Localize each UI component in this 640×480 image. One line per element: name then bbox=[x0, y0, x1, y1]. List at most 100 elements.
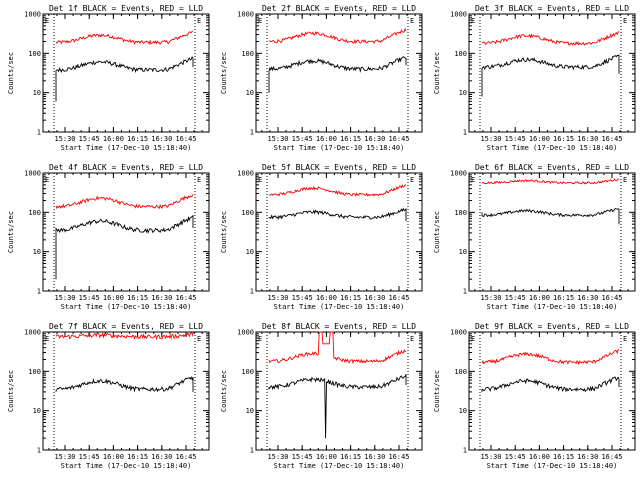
x-tick-label: 16:15 bbox=[553, 294, 574, 302]
plot-frame bbox=[42, 331, 210, 451]
x-tick-label: 15:30 bbox=[54, 135, 75, 143]
chart-panel-3: Det 3f BLACK = Events, RED = LLD 1 10 100 10… bbox=[433, 4, 636, 152]
x-tick-label: 16:30 bbox=[577, 294, 598, 302]
plot-frame bbox=[42, 13, 210, 133]
red-lld-series bbox=[55, 194, 194, 210]
event-marker: E bbox=[197, 176, 201, 184]
y-tick-label: 1000 bbox=[450, 170, 467, 178]
x-tick-label: 16:00 bbox=[316, 453, 337, 461]
x-tick-label: 15:45 bbox=[505, 453, 526, 461]
y-axis-label: Counts/sec bbox=[433, 211, 441, 253]
x-tick-label: 16:45 bbox=[601, 294, 622, 302]
x-tick-label: 16:15 bbox=[553, 135, 574, 143]
panel-title: Det 5f BLACK = Events, RED = LLD bbox=[262, 163, 416, 172]
y-axis-label: Counts/sec bbox=[7, 52, 15, 94]
x-tick-label: 15:30 bbox=[267, 135, 288, 143]
x-tick-label: 16:15 bbox=[340, 294, 361, 302]
x-tick-label: 16:00 bbox=[103, 453, 124, 461]
x-tick-label: 15:30 bbox=[54, 453, 75, 461]
panel-title: Det 3f BLACK = Events, RED = LLD bbox=[475, 4, 629, 13]
event-marker: E bbox=[45, 176, 49, 184]
panel-title: Det 6f BLACK = Events, RED = LLD bbox=[475, 163, 629, 172]
x-tick-label: 16:45 bbox=[388, 135, 409, 143]
x-tick-label: 16:45 bbox=[175, 135, 196, 143]
x-tick-label: 16:00 bbox=[103, 294, 124, 302]
x-tick-label: 16:00 bbox=[529, 135, 550, 143]
y-axis-label: Counts/sec bbox=[433, 52, 441, 94]
red-lld-series bbox=[55, 30, 194, 46]
event-marker: E bbox=[197, 17, 201, 25]
y-tick-label: 10 bbox=[459, 407, 467, 415]
red-lld-series bbox=[55, 331, 194, 341]
x-tick-label: 15:45 bbox=[505, 135, 526, 143]
y-tick-label: 10 bbox=[459, 248, 467, 256]
x-tick-label: 16:00 bbox=[529, 294, 550, 302]
plot-frame bbox=[255, 13, 423, 133]
chart-panel-9: Det 9f BLACK = Events, RED = LLD 1 10 100 10… bbox=[433, 322, 636, 470]
y-axis-label: Counts/sec bbox=[220, 52, 228, 94]
y-tick-label: 100 bbox=[241, 50, 254, 58]
x-tick-label: 15:45 bbox=[79, 453, 100, 461]
x-tick-label: 15:45 bbox=[505, 294, 526, 302]
red-lld-series bbox=[268, 27, 407, 45]
x-tick-label: 15:45 bbox=[79, 135, 100, 143]
plot-frame bbox=[468, 13, 636, 133]
y-tick-label: 1000 bbox=[450, 329, 467, 337]
panel-title: Det 4f BLACK = Events, RED = LLD bbox=[49, 163, 203, 172]
y-tick-label: 100 bbox=[28, 368, 41, 376]
x-tick-label: 15:45 bbox=[292, 294, 313, 302]
y-tick-label: 100 bbox=[28, 209, 41, 217]
x-tick-label: 16:30 bbox=[364, 453, 385, 461]
event-marker: E bbox=[45, 17, 49, 25]
event-marker: E bbox=[623, 335, 627, 343]
event-marker: E bbox=[471, 176, 475, 184]
x-tick-label: 16:45 bbox=[601, 135, 622, 143]
y-tick-label: 10 bbox=[246, 248, 254, 256]
x-tick-label: 15:30 bbox=[267, 453, 288, 461]
x-tick-label: 15:30 bbox=[267, 294, 288, 302]
plot-frame bbox=[255, 172, 423, 292]
plot-frame bbox=[468, 172, 636, 292]
x-axis-label: Start Time (17-Dec-10 15:18:40) bbox=[487, 462, 618, 470]
event-marker: E bbox=[258, 176, 262, 184]
y-tick-label: 1000 bbox=[237, 11, 254, 19]
x-tick-label: 16:15 bbox=[340, 135, 361, 143]
x-tick-label: 16:00 bbox=[316, 135, 337, 143]
y-tick-label: 100 bbox=[454, 368, 467, 376]
event-marker: E bbox=[623, 176, 627, 184]
x-axis-label: Start Time (17-Dec-10 15:18:40) bbox=[274, 462, 405, 470]
x-axis-label: Start Time (17-Dec-10 15:18:40) bbox=[487, 144, 618, 152]
y-tick-label: 10 bbox=[33, 248, 41, 256]
x-tick-label: 15:45 bbox=[292, 453, 313, 461]
y-tick-label: 1 bbox=[250, 288, 254, 296]
chart-panel-6: Det 6f BLACK = Events, RED = LLD 1 10 100 10… bbox=[433, 163, 636, 311]
event-marker: E bbox=[410, 17, 414, 25]
y-tick-label: 1 bbox=[37, 288, 41, 296]
y-axis-label: Counts/sec bbox=[7, 211, 15, 253]
x-tick-label: 16:00 bbox=[103, 135, 124, 143]
black-events-series bbox=[268, 56, 407, 93]
y-tick-label: 10 bbox=[459, 89, 467, 97]
y-tick-label: 1 bbox=[463, 447, 467, 455]
y-tick-label: 10 bbox=[33, 407, 41, 415]
y-tick-label: 10 bbox=[246, 89, 254, 97]
x-tick-label: 16:45 bbox=[601, 453, 622, 461]
x-tick-label: 16:15 bbox=[127, 135, 148, 143]
x-tick-label: 15:45 bbox=[79, 294, 100, 302]
x-tick-label: 16:45 bbox=[388, 294, 409, 302]
x-tick-label: 16:00 bbox=[316, 294, 337, 302]
panel-title: Det 7f BLACK = Events, RED = LLD bbox=[49, 322, 203, 331]
black-events-series bbox=[55, 214, 194, 280]
chart-panel-5: Det 5f BLACK = Events, RED = LLD 1 10 100 10… bbox=[220, 163, 423, 311]
black-events-series bbox=[268, 374, 407, 439]
chart-panel-8: Det 8f BLACK = Events, RED = LLD 1 10 100 10… bbox=[220, 322, 423, 470]
panel-title: Det 9f BLACK = Events, RED = LLD bbox=[475, 322, 629, 331]
y-tick-label: 1 bbox=[463, 129, 467, 137]
red-lld-series bbox=[481, 30, 620, 46]
y-tick-label: 1 bbox=[250, 129, 254, 137]
x-tick-label: 16:45 bbox=[175, 294, 196, 302]
red-lld-series bbox=[481, 178, 620, 185]
y-tick-label: 1000 bbox=[237, 329, 254, 337]
x-axis-label: Start Time (17-Dec-10 15:18:40) bbox=[274, 144, 405, 152]
